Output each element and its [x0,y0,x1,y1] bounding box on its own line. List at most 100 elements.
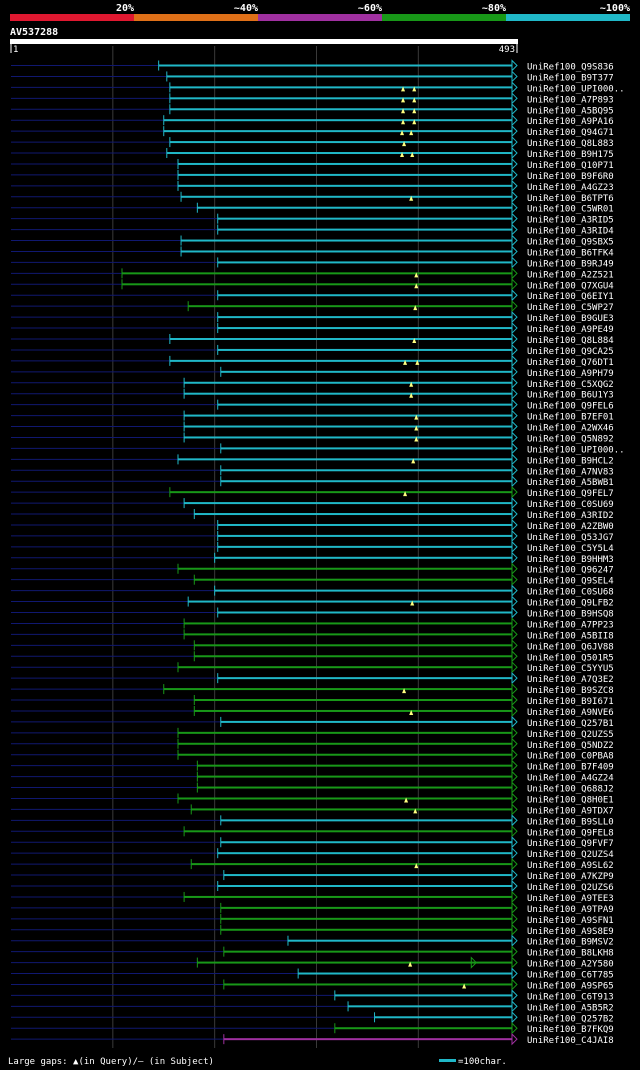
hit-label[interactable]: UniRef100_B9HHM3 [527,555,614,565]
hit-bar[interactable] [191,808,513,811]
hit-row[interactable]: UniRef100_A5BQ95 [11,103,614,116]
hit-row[interactable]: UniRef100_B9I671 [11,693,614,707]
hit-bar[interactable] [223,874,512,877]
hit-row[interactable]: UniRef100_A3RID5 [11,212,614,226]
hit-bar[interactable] [220,819,512,822]
hit-row[interactable]: UniRef100_B9SZC8 [11,682,614,696]
hit-bar[interactable] [334,994,512,997]
hit-row[interactable]: UniRef100_B6U1Y3 [11,387,614,401]
hit-row[interactable]: UniRef100_C4JAI8 [11,1032,614,1046]
hit-row[interactable]: UniRef100_B6TFK4 [11,245,614,258]
hit-label[interactable]: UniRef100_A9NVE6 [527,708,614,718]
hit-label[interactable]: UniRef100_A9SL62 [527,861,614,871]
hit-label[interactable]: UniRef100_A2Z521 [527,270,614,280]
hit-bar[interactable] [194,709,513,712]
hit-label[interactable]: UniRef100_A3RID4 [527,227,614,237]
hit-label[interactable]: UniRef100_A9TPA9 [527,905,614,915]
hit-row[interactable]: UniRef100_C5Y5L4 [11,540,614,554]
hit-bar[interactable] [194,699,513,702]
hit-row[interactable]: UniRef100_Q9CA25 [11,343,614,357]
hit-bar[interactable] [223,1038,512,1041]
hit-bar[interactable] [197,775,512,778]
hit-bar[interactable] [194,644,513,647]
hit-bar[interactable] [169,141,513,144]
hit-row[interactable]: UniRef100_Q9SEL4 [11,573,614,587]
hit-row[interactable]: UniRef100_Q8L883 [11,135,614,149]
hit-row[interactable]: UniRef100_Q10P71 [11,157,614,171]
hit-bar[interactable] [158,64,512,67]
hit-bar[interactable] [220,447,512,450]
hit-label[interactable]: UniRef100_Q8L884 [527,336,614,346]
hit-bar[interactable] [220,917,512,920]
hit-row[interactable]: UniRef100_A9SFN1 [11,912,614,926]
hit-label[interactable]: UniRef100_Q5N892 [527,434,614,444]
hit-label[interactable]: UniRef100_B9GUE3 [527,314,614,324]
hit-bar[interactable] [348,1005,512,1008]
hit-label[interactable]: UniRef100_Q6EIY1 [527,292,614,302]
hit-row[interactable]: UniRef100_Q2UZS4 [11,846,614,860]
hit-row[interactable]: UniRef100_B9HSQ8 [11,606,614,620]
hit-bar[interactable] [217,534,512,537]
hit-label[interactable]: UniRef100_Q2UZS6 [527,883,614,893]
hit-label[interactable]: UniRef100_A7NV83 [527,467,614,477]
hit-bar[interactable] [169,108,513,111]
hit-label[interactable]: UniRef100_C0PBA8 [527,752,614,762]
hit-label[interactable]: UniRef100_A7P893 [527,95,614,105]
hit-bar[interactable] [178,567,512,570]
hit-row[interactable]: UniRef100_Q94G71 [11,124,614,138]
hit-label[interactable]: UniRef100_C0SU69 [527,500,614,510]
hit-bar[interactable] [184,502,513,505]
hit-bar[interactable] [184,392,513,395]
hit-label[interactable]: UniRef100_C5XQG2 [527,380,614,390]
hit-label[interactable]: UniRef100_A2Y580 [527,960,614,970]
hit-label[interactable]: UniRef100_B7F409 [527,763,614,773]
hit-row[interactable]: UniRef100_A7PP23 [11,617,614,630]
hit-bar[interactable] [188,600,512,603]
hit-row[interactable]: UniRef100_UPI000.. [11,442,625,455]
hit-bar[interactable] [121,272,513,275]
hit-bar[interactable] [184,895,513,898]
hit-row[interactable]: UniRef100_Q2UZS6 [11,879,614,893]
hit-bar[interactable] [181,250,512,253]
hit-bar[interactable] [184,830,513,833]
hit-label[interactable]: UniRef100_Q8L883 [527,139,614,149]
hit-row[interactable]: UniRef100_Q96247 [11,562,614,576]
hit-label[interactable]: UniRef100_Q2UZS5 [527,730,614,740]
hit-label[interactable]: UniRef100_B7FKQ9 [527,1025,614,1035]
hit-label[interactable]: UniRef100_A7PP23 [527,620,614,630]
hit-row[interactable]: UniRef100_B9H175 [11,146,614,160]
hit-label[interactable]: UniRef100_C6T913 [527,992,614,1002]
hit-bar[interactable] [217,261,512,264]
hit-label[interactable]: UniRef100_Q9FVF7 [527,839,614,849]
hit-bar[interactable] [178,742,512,745]
hit-label[interactable]: UniRef100_A5BQ95 [527,106,614,116]
hit-bar[interactable] [184,381,513,384]
hit-bar[interactable] [169,86,513,89]
hit-label[interactable]: UniRef100_B9F6R0 [527,172,614,182]
hit-bar[interactable] [217,228,512,231]
hit-label[interactable]: UniRef100_C5WR01 [527,205,614,215]
hit-label[interactable]: UniRef100_A9TDX7 [527,806,614,816]
hit-row[interactable]: UniRef100_Q257B2 [11,1011,614,1024]
hit-row[interactable]: UniRef100_A4GZ24 [11,770,614,784]
hit-row[interactable]: UniRef100_Q9FEL8 [11,825,614,838]
hit-label[interactable]: UniRef100_C4JAI8 [527,1036,614,1046]
hit-bar[interactable] [223,983,512,986]
hit-row[interactable]: UniRef100_Q688J2 [11,781,614,795]
hit-row[interactable]: UniRef100_C6T785 [11,967,614,981]
hit-label[interactable]: UniRef100_A5BII8 [527,631,614,641]
hit-bar[interactable] [188,305,512,308]
hit-row[interactable]: UniRef100_Q257B1 [11,715,614,729]
hit-label[interactable]: UniRef100_Q9S836 [527,63,614,73]
hit-label[interactable]: UniRef100_Q7XGU4 [527,281,614,291]
hit-label[interactable]: UniRef100_Q6JV88 [527,642,614,652]
hit-label[interactable]: UniRef100_Q76DT1 [527,358,614,368]
hit-bar[interactable] [220,469,512,472]
hit-label[interactable]: UniRef100_Q2UZS4 [527,850,614,860]
hit-bar[interactable] [217,852,512,855]
hit-label[interactable]: UniRef100_Q9LFB2 [527,599,614,609]
hit-label[interactable]: UniRef100_A9S8E9 [527,927,614,937]
hit-row[interactable]: UniRef100_Q9SBX5 [11,234,614,248]
hit-bar[interactable] [181,239,512,242]
hit-label[interactable]: UniRef100_A4GZ24 [527,774,614,784]
